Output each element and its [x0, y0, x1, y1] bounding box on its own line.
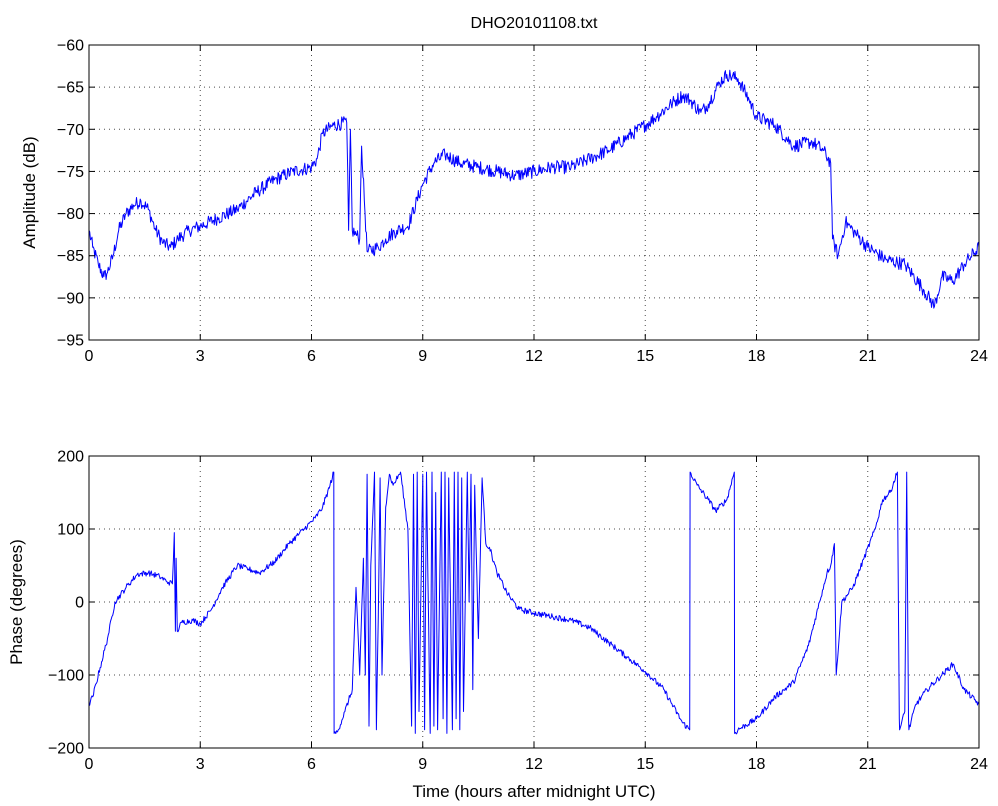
amplitude-x-tick-label: 9: [418, 348, 427, 365]
amplitude-y-axis-label: Amplitude (dB): [20, 136, 39, 248]
amplitude-y-tick-label: −75: [57, 164, 84, 181]
amplitude-x-tick-label: 0: [85, 348, 94, 365]
phase-y-tick-label: 100: [57, 522, 84, 539]
amplitude-y-tick-label: −70: [57, 122, 84, 139]
amplitude-ticks: 0 3 6 9 12 15 18 21 24 −95 −90 −85 −80 −75 −70 −65 −60: [57, 38, 988, 366]
amplitude-grid: [89, 45, 979, 340]
phase-y-tick-label: 200: [57, 449, 84, 466]
phase-trace: [88, 471, 980, 735]
phase-y-axis-label: Phase (degrees): [7, 539, 26, 665]
amplitude-y-tick-label: −65: [57, 80, 84, 97]
phase-x-tick-label: 6: [307, 756, 316, 773]
amplitude-panel: 0 3 6 9 12 15 18 21 24 −95 −90 −85 −80 −75 −70 −65 −60 A…: [20, 38, 988, 366]
phase-x-tick-label: 24: [970, 756, 988, 773]
phase-x-tick-label: 15: [636, 756, 654, 773]
amplitude-x-tick-label: 18: [748, 348, 766, 365]
amplitude-x-tick-label: 15: [636, 348, 654, 365]
phase-y-tick-label: −100: [48, 668, 84, 685]
phase-y-tick-label: −200: [48, 741, 84, 758]
phase-y-tick-label: 0: [75, 595, 84, 612]
phase-x-tick-label: 21: [859, 756, 877, 773]
figure-title: DHO20101108.txt: [471, 15, 598, 32]
phase-x-axis-label: Time (hours after midnight UTC): [412, 782, 655, 801]
amplitude-y-tick-label: −80: [57, 206, 84, 223]
amplitude-y-tick-label: −60: [57, 38, 84, 55]
phase-x-tick-label: 3: [196, 756, 205, 773]
amplitude-x-tick-label: 3: [196, 348, 205, 365]
phase-grid: [89, 456, 979, 748]
phase-x-tick-label: 18: [748, 756, 766, 773]
phase-x-tick-label: 0: [85, 756, 94, 773]
phase-panel: 0 3 6 9 12 15 18 21 24 −200 −100 0 100 200 Phase (deg…: [7, 449, 988, 802]
amplitude-x-tick-label: 24: [970, 348, 988, 365]
amplitude-y-tick-label: −95: [57, 333, 84, 350]
phase-x-tick-label: 9: [418, 756, 427, 773]
phase-ticks: 0 3 6 9 12 15 18 21 24 −200 −100 0 100 200: [48, 449, 988, 774]
amplitude-x-tick-label: 12: [525, 348, 543, 365]
amplitude-y-tick-label: −85: [57, 248, 84, 265]
phase-x-tick-label: 12: [525, 756, 543, 773]
amplitude-x-tick-label: 21: [859, 348, 877, 365]
amplitude-y-tick-label: −90: [57, 290, 84, 307]
amplitude-trace: [88, 69, 980, 309]
amplitude-x-tick-label: 6: [307, 348, 316, 365]
